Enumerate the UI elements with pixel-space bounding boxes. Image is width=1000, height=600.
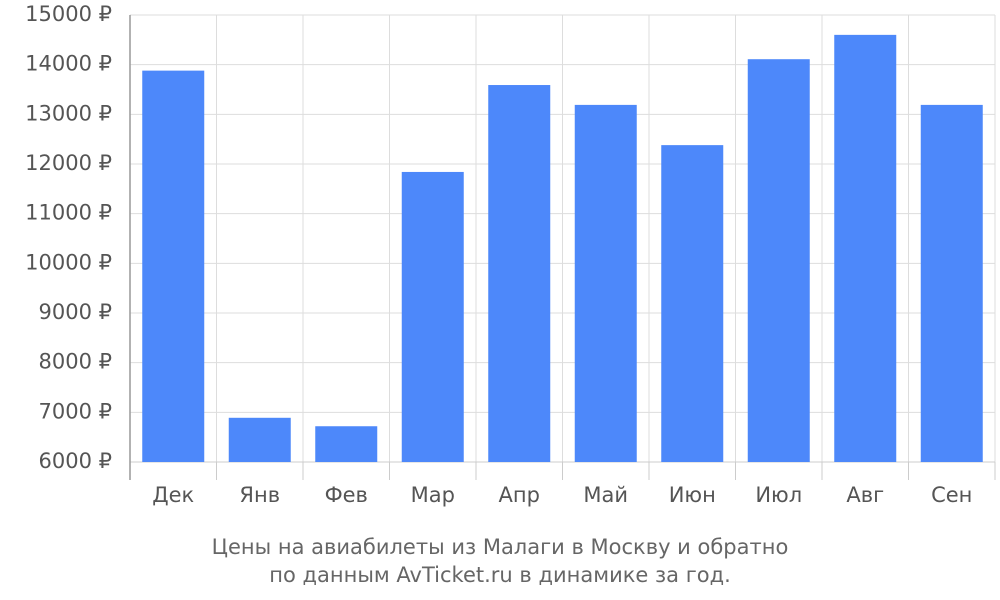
bar: [834, 34, 897, 462]
chart-title: Цены на авиабилеты из Малаги в Москву и …: [212, 535, 789, 559]
bar: [920, 104, 983, 462]
bar: [228, 417, 291, 462]
x-tick-label: Фев: [325, 483, 368, 507]
y-tick-label: 10000 ₽: [25, 250, 112, 274]
bar: [315, 426, 378, 462]
y-tick-label: 14000 ₽: [25, 52, 112, 76]
bar: [401, 171, 464, 463]
x-tick-label: Май: [583, 483, 628, 507]
bar: [661, 145, 724, 463]
y-tick-label: 12000 ₽: [25, 151, 112, 175]
x-tick-label: Июл: [755, 483, 802, 507]
y-tick-label: 9000 ₽: [39, 300, 112, 324]
x-tick-label: Дек: [152, 483, 194, 507]
x-tick-label: Сен: [931, 483, 972, 507]
y-tick-label: 7000 ₽: [39, 399, 112, 423]
x-tick-label: Апр: [499, 483, 540, 507]
y-tick-label: 15000 ₽: [25, 2, 112, 26]
bar: [488, 85, 551, 462]
y-tick-label: 8000 ₽: [39, 350, 112, 374]
x-tick-label: Янв: [239, 483, 280, 507]
bar: [142, 70, 205, 463]
x-tick-label: Авг: [846, 483, 884, 507]
y-tick-label: 11000 ₽: [25, 201, 112, 225]
bar: [747, 59, 810, 462]
chart-subtitle: по данным AvTicket.ru в динамике за год.: [269, 563, 731, 587]
x-tick-label: Мар: [411, 483, 455, 507]
y-tick-label: 13000 ₽: [25, 101, 112, 125]
y-tick-label: 6000 ₽: [39, 449, 112, 473]
bar: [574, 104, 637, 462]
x-tick-label: Июн: [669, 483, 716, 507]
